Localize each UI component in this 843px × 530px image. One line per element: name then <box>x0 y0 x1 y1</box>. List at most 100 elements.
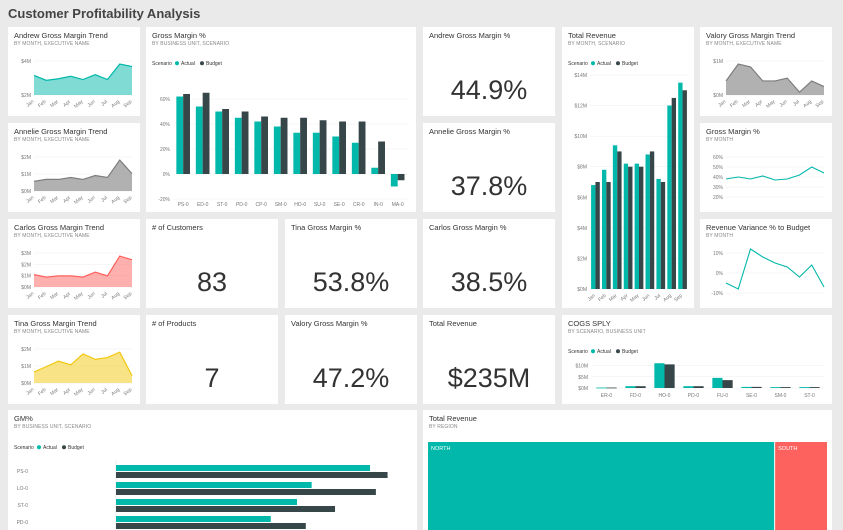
x-tick-label: Jan <box>587 293 597 303</box>
x-tick-label: CP-0 <box>255 202 267 208</box>
annelie-trend-tile[interactable]: Annelie Gross Margin Trend BY MONTH, EXE… <box>8 123 140 212</box>
bar-actual <box>215 111 223 174</box>
bar-budget <box>639 166 644 289</box>
bar-actual <box>623 163 629 289</box>
legend-actual-dot <box>591 349 595 354</box>
legend-actual-dot <box>175 61 179 66</box>
kpi-annelie-tile[interactable]: Annelie Gross Margin % 37.8% <box>423 123 555 212</box>
x-tick-label: ST-0 <box>804 393 815 399</box>
x-tick-label: Apr <box>62 99 72 109</box>
bar-budget <box>617 151 622 289</box>
x-tick-label: Jan <box>25 291 35 301</box>
tile-title: Total Revenue <box>429 319 477 328</box>
x-tick-label: Aug <box>110 195 121 205</box>
kpi-valory-tile[interactable]: Valory Gross Margin % 47.2% <box>285 315 417 404</box>
y-tick-label: $1M <box>21 172 31 178</box>
y-tick-label: $0M <box>21 285 31 291</box>
bar-budget <box>809 387 820 388</box>
x-tick-label: Jun <box>641 293 651 303</box>
kpi-andrew-tile[interactable]: Andrew Gross Margin % 44.9% <box>423 27 555 116</box>
revenue-region-tile[interactable]: Total Revenue BY REGION NORTH SOUTH <box>423 410 832 530</box>
tile-subtitle: BY SCENARIO, BUSINESS UNIT <box>568 329 646 335</box>
legend-budget-dot <box>616 61 620 66</box>
bar-budget <box>261 116 268 174</box>
bar-actual <box>332 136 340 174</box>
legend-budget-dot <box>62 445 66 450</box>
tile-subtitle: BY REGION <box>429 424 458 430</box>
x-tick-label: Sep <box>123 195 134 205</box>
x-tick-label: SM-0 <box>275 202 287 208</box>
y-tick-label: $0M <box>21 381 31 387</box>
x-tick-label: Aug <box>662 293 673 303</box>
x-tick-label: Apr <box>62 195 72 205</box>
andrew-trend-tile[interactable]: Andrew Gross Margin Trend BY MONTH, EXEC… <box>8 27 140 116</box>
tile-title: # of Customers <box>152 223 203 232</box>
tile-title: GM% <box>14 414 33 423</box>
x-tick-label: Sep <box>123 291 134 301</box>
bar-budget <box>606 182 611 289</box>
dashboard-title: Customer Profitability Analysis <box>8 6 201 21</box>
kpi-revenue-tile[interactable]: Total Revenue $235M <box>423 315 555 404</box>
x-tick-label: Mar <box>49 387 60 397</box>
legend-label: Scenario <box>568 349 588 355</box>
tile-title: Annelie Gross Margin Trend <box>14 127 108 136</box>
x-tick-label: SE-0 <box>746 393 757 399</box>
tile-title: COGS SPLY <box>568 319 611 328</box>
kpi-tina-tile[interactable]: Tina Gross Margin % 53.8% <box>285 219 417 308</box>
x-tick-label: ST-0 <box>217 202 228 208</box>
bar-budget <box>722 380 733 388</box>
x-tick-label: FD-0 <box>630 393 641 399</box>
bar-budget <box>202 92 210 174</box>
series-line <box>33 159 133 182</box>
y-tick-label: 40% <box>160 122 171 128</box>
kpi-products-tile[interactable]: # of Products 7 <box>146 315 278 404</box>
series-area <box>34 160 132 191</box>
y-tick-label: $0M <box>577 287 587 293</box>
bar-actual <box>770 387 781 388</box>
bar-actual <box>195 106 203 174</box>
bar-actual <box>234 117 242 174</box>
bar-actual <box>712 377 723 388</box>
tile-title: Gross Margin % <box>706 127 760 136</box>
bar-budget <box>183 94 190 174</box>
tina-trend-tile[interactable]: Tina Gross Margin Trend BY MONTH, EXECUT… <box>8 315 140 404</box>
bar-budget <box>339 121 346 174</box>
gross-margin-bu-tile[interactable]: Gross Margin % BY BUSINESS UNIT, SCENARI… <box>146 27 416 212</box>
cogs-sply-chart: Scenario Actual Budget $10M $5M $0M ER-0 FD-0 HO… <box>568 349 824 399</box>
x-tick-label: ER-0 <box>601 393 613 399</box>
kpi-value: 53.8% <box>312 267 390 297</box>
tile-title: Tina Gross Margin Trend <box>14 319 97 328</box>
bar-actual <box>654 363 665 388</box>
tile-subtitle: BY BUSINESS UNIT, SCENARIO <box>152 41 230 47</box>
revenue-variance-tile[interactable]: Revenue Variance % to Budget BY MONTH 10… <box>700 219 832 308</box>
y-tick-label: $12M <box>574 104 587 110</box>
gross-margin-month-tile[interactable]: Gross Margin % BY MONTH 60% 50% 40% 30% 20% <box>700 123 832 212</box>
gm-bu-tile[interactable]: GM% BY BUSINESS UNIT, SCENARIO Scenario A… <box>8 410 417 530</box>
total-revenue-month-tile[interactable]: Total Revenue BY MONTH, SCENARIO Scenari… <box>562 27 694 308</box>
bar-budget <box>378 141 385 174</box>
y-tick-label: $3M <box>21 251 31 257</box>
series-line <box>33 63 133 81</box>
bar-actual <box>116 482 312 488</box>
x-tick-label: PD-0 <box>688 393 700 399</box>
tile-subtitle: BY BUSINESS UNIT, SCENARIO <box>14 424 92 430</box>
kpi-customers-tile[interactable]: # of Customers 83 <box>146 219 278 308</box>
kpi-carlos-tile[interactable]: Carlos Gross Margin % 38.5% <box>423 219 555 308</box>
y-tick-label: $1M <box>21 364 31 370</box>
y-tick-label: $2M <box>21 93 31 99</box>
bar-actual <box>116 465 371 471</box>
y-tick-label: $2M <box>577 256 587 262</box>
tile-title: Valory Gross Margin % <box>291 319 368 328</box>
cogs-sply-tile[interactable]: COGS SPLY BY SCENARIO, BUSINESS UNIT Sce… <box>562 315 832 404</box>
region-label: NORTH <box>431 446 450 452</box>
y-tick-label: $10M <box>574 134 587 140</box>
carlos-trend-tile[interactable]: Carlos Gross Margin Trend BY MONTH, EXEC… <box>8 219 140 308</box>
tile-subtitle: BY MONTH, EXECUTIVE NAME <box>706 41 782 47</box>
x-tick-label: Sep <box>123 99 134 109</box>
legend-budget-dot <box>200 61 204 66</box>
x-tick-label: Sep <box>673 293 684 303</box>
valory-trend-tile[interactable]: Valory Gross Margin Trend BY MONTH, EXEC… <box>700 27 832 116</box>
x-tick-label: IN-0 <box>373 202 383 208</box>
